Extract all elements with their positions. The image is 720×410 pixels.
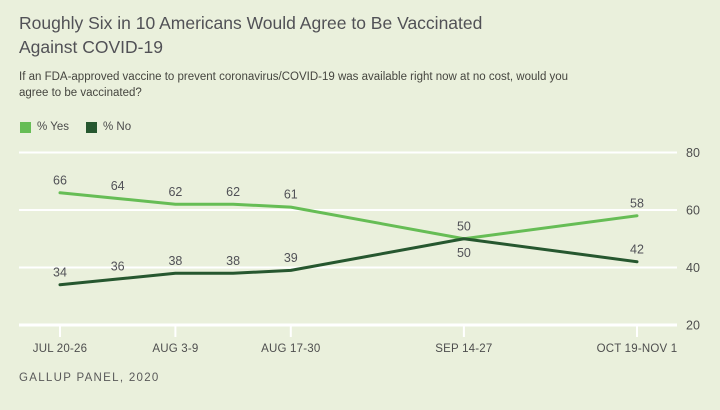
x-axis-label-1: AUG 3-9 [152,343,198,355]
yes-value-label-2: 62 [168,185,182,199]
yes-value-label-0: 66 [53,173,67,187]
y-axis-label-80: 80 [686,146,700,160]
legend-item-yes: % Yes [20,121,69,133]
y-axis-label-20: 20 [686,319,700,333]
yes-value-label-1: 64 [111,179,125,193]
no-value-label-6: 42 [630,242,644,256]
no-line [58,237,639,287]
y-axis-label-60: 60 [686,204,700,218]
legend-label-no: % No [102,121,132,133]
yes-value-label-5: 50 [457,219,471,233]
legend-label-yes: % Yes [37,121,69,133]
yes-value-label-4: 61 [284,188,298,202]
legend-swatch-no [85,121,97,133]
yes-line [58,191,639,241]
source-note: GALLUP PANEL, 2020 [19,372,160,384]
x-axis-label-3: SEP 14-27 [435,343,492,355]
chart-subtitle: If an FDA-approved vaccine to prevent co… [19,71,569,99]
y-axis-label-40: 40 [686,261,700,275]
x-axis-label-0: JUL 20-26 [33,343,87,355]
x-axis-label-2: AUG 17-30 [261,343,320,355]
no-value-label-5: 50 [457,246,471,260]
no-value-label-3: 38 [226,254,240,268]
chart-legend: % Yes % No [20,121,131,133]
yes-value-label-6: 58 [630,196,644,210]
legend-item-no: % No [85,121,132,133]
yes-value-label-3: 62 [226,185,240,199]
no-value-label-1: 36 [111,260,125,274]
no-value-label-2: 38 [168,254,182,268]
no-value-label-0: 34 [53,265,67,279]
legend-swatch-yes [20,121,31,133]
no-value-label-4: 39 [284,251,298,265]
x-axis-label-4: OCT 19-NOV 1 [597,343,678,355]
chart-title: Roughly Six in 10 Americans Would Agree … [19,13,483,57]
